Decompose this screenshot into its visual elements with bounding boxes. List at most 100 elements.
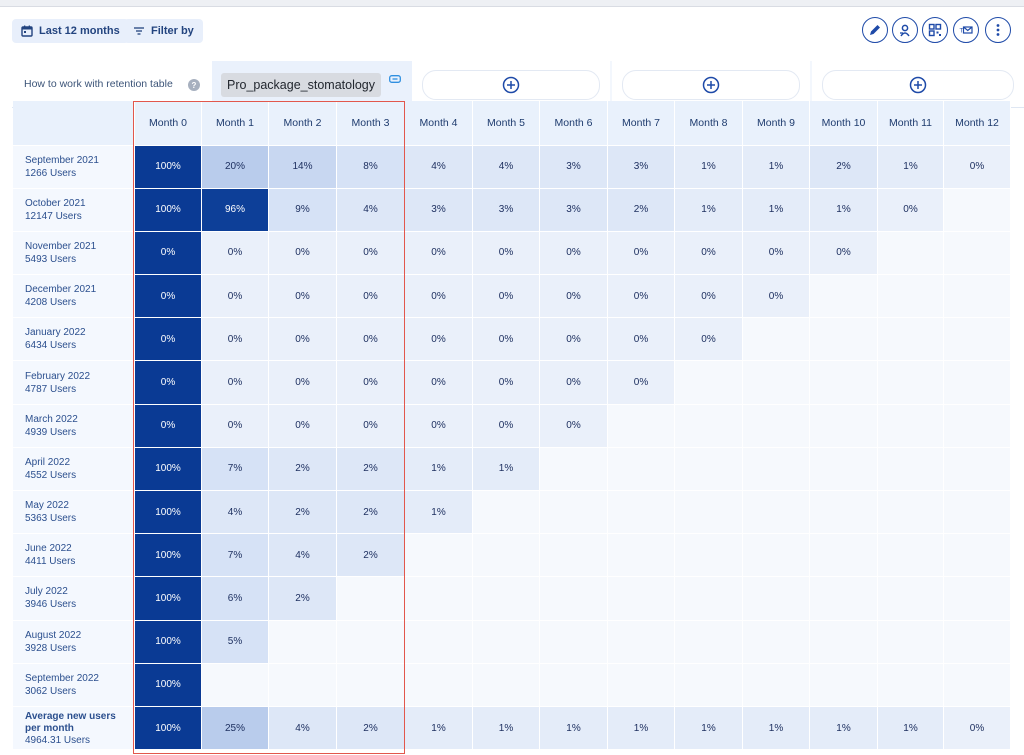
cohort-users: 4552 Users [25,469,77,481]
column-header[interactable]: Month 8 [674,101,743,145]
retention-cell: 0% [472,230,540,276]
empty-cell [877,533,944,578]
retention-cell: 0% [607,317,675,362]
retention-cell: 1% [539,705,608,751]
filter-label: Filter by [151,25,194,37]
add-tab-button[interactable] [412,61,610,107]
retention-cell: 100% [134,533,202,578]
cohort-month: March 2022 [25,413,78,425]
table-row: September 2021 1266 Users 100% 20% 14% 8% 4% 4%… [12,144,1011,189]
empty-cell [809,619,878,664]
user-pin-icon [900,24,910,37]
retention-cell: 2% [809,144,878,189]
link-icon[interactable] [389,75,401,83]
retention-cell: 0% [742,274,810,319]
filter-icon [134,27,144,35]
cohort-users: 12147 Users [25,210,82,222]
retention-cell: 1% [742,187,810,232]
cohort-label: October 2021 12147 Users [12,187,135,232]
retention-cell: 0% [134,317,202,362]
retention-cell: 0% [268,360,337,405]
cohort-label: February 2022 4787 Users [12,360,135,405]
empty-cell [809,360,878,405]
table-row: May 2022 5363 Users 100% 4% 2% 2% 1% [12,489,1011,535]
avg-label-1: Average new users [25,711,116,723]
column-header[interactable]: Month 7 [607,101,675,145]
retention-cell: 4% [404,144,473,189]
empty-cell [607,403,675,448]
period-button[interactable]: Last 12 months [12,19,129,43]
tab-active[interactable]: Pro_package_stomatology [212,61,422,107]
empty-cell [943,489,1011,535]
empty-cell [268,619,337,664]
column-header[interactable]: Month 6 [539,101,608,145]
empty-cell [674,446,743,492]
edit-button[interactable] [862,17,888,43]
retention-cell: 4% [268,705,337,751]
cohort-month: September 2022 [25,672,99,684]
retention-cell: 1% [742,144,810,189]
empty-cell [877,446,944,492]
retention-cell: 3% [607,144,675,189]
empty-cell [742,446,810,492]
retention-cell: 0% [472,403,540,448]
empty-cell [472,662,540,707]
column-header[interactable]: Month 4 [404,101,473,145]
cohort-users: 3062 Users [25,685,77,697]
qr-grid-button[interactable] [922,17,948,43]
empty-cell [809,446,878,492]
retention-cell: 0% [336,403,405,448]
retention-cell: 100% [134,705,202,751]
period-label: Last 12 months [39,25,120,37]
tabs-row: How to work with retention table ? Pro_p… [12,61,1024,108]
plus-circle-icon [702,76,720,94]
column-header[interactable]: Month 5 [472,101,540,145]
column-header[interactable]: Month 1 [201,101,269,145]
help-icon[interactable]: ? [188,79,200,91]
cohort-month: June 2022 [25,543,72,555]
cohort-month: October 2021 [25,197,86,209]
retention-cell: 1% [404,705,473,751]
mail-button[interactable]: T [953,17,979,43]
empty-cell [607,446,675,492]
column-header[interactable]: Month 0 [134,101,202,145]
cohort-month: September 2021 [25,154,99,166]
retention-cell: 2% [268,489,337,535]
column-header[interactable]: Month 3 [336,101,405,145]
retention-cell: 100% [134,576,202,621]
retention-cell: 0% [404,360,473,405]
filter-button[interactable]: Filter by [124,19,203,43]
column-header[interactable]: Month 11 [877,101,944,145]
column-header[interactable]: Month 10 [809,101,878,145]
table-row: July 2022 3946 Users 100% 6% 2% [12,576,1011,621]
retention-cell: 0% [674,230,743,276]
more-button[interactable] [985,17,1011,43]
cohort-users: 4208 Users [25,297,77,309]
column-header[interactable]: Month 9 [742,101,810,145]
qr-grid-icon [928,23,942,37]
empty-cell [877,576,944,621]
empty-cell [877,662,944,707]
retention-cell: 0% [201,360,269,405]
column-header[interactable]: Month 12 [943,101,1011,145]
cohort-users: 4411 Users [25,556,76,568]
empty-cell [268,662,337,707]
add-tab-button[interactable] [812,61,1024,107]
empty-cell [539,489,608,535]
column-header[interactable]: Month 2 [268,101,337,145]
empty-cell [404,619,473,664]
empty-cell [809,317,878,362]
retention-table: Month 0 Month 1 Month 2 Month 3 Month 4 Month… [12,101,1011,751]
corner-cell [12,101,135,145]
retention-cell: 1% [809,705,878,751]
cohort-users: 3928 Users [25,642,77,654]
cohort-users: 1266 Users [25,167,77,179]
retention-grid: Month 0 Month 1 Month 2 Month 3 Month 4 Month… [12,101,1011,751]
retention-cell: 2% [336,446,405,492]
add-tab-button[interactable] [612,61,810,107]
help-tab[interactable]: How to work with retention table ? [12,61,212,107]
retention-cell: 0% [607,360,675,405]
retention-cell: 5% [201,619,269,664]
cohort-label: Average new users per month 4964.31 Users [12,705,135,751]
user-pin-button[interactable] [892,17,918,43]
